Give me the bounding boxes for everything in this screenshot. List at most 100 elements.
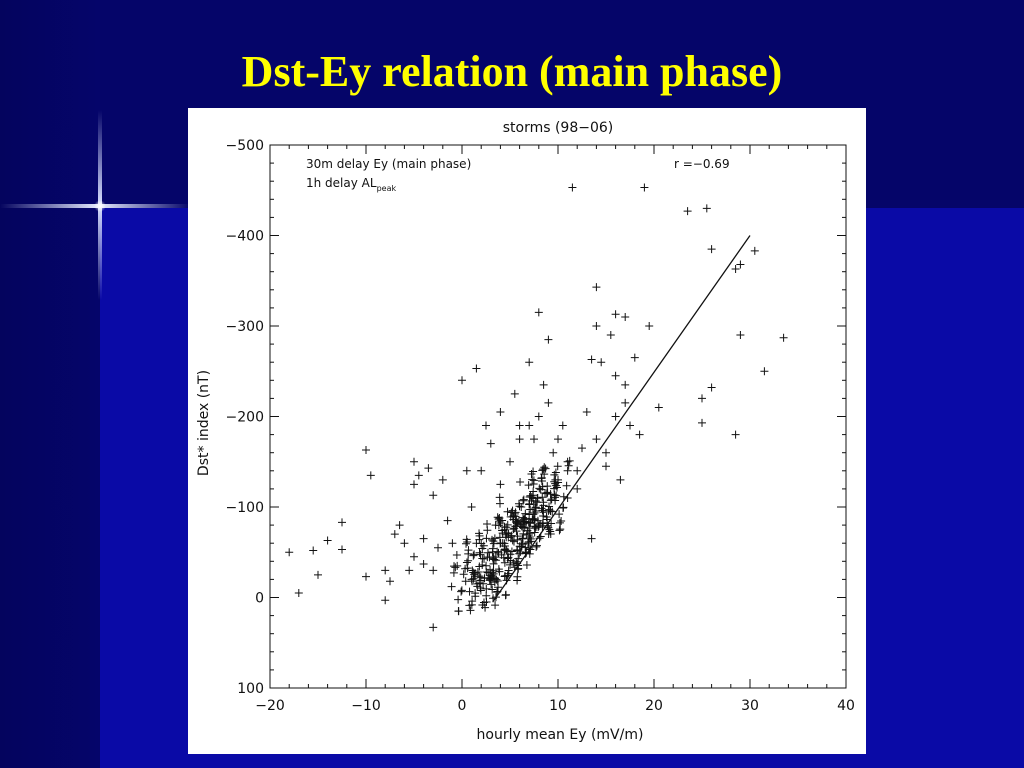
data-point — [532, 541, 541, 550]
data-point — [499, 553, 508, 562]
data-point — [454, 595, 463, 604]
y-tick-label: 0 — [255, 591, 264, 607]
data-point — [564, 461, 573, 470]
data-point — [539, 380, 548, 389]
data-point — [557, 517, 566, 526]
data-point — [491, 553, 500, 562]
data-point — [702, 204, 711, 213]
data-point — [538, 466, 547, 475]
data-point — [539, 511, 548, 520]
data-point — [534, 522, 543, 531]
data-point — [525, 532, 534, 541]
data-point — [516, 547, 525, 556]
data-point — [362, 445, 370, 454]
data-point — [542, 513, 551, 522]
data-point — [525, 500, 534, 509]
data-point — [400, 539, 409, 548]
data-point — [477, 466, 486, 475]
data-point — [523, 539, 532, 548]
data-point — [538, 493, 547, 502]
data-point — [419, 534, 428, 543]
data-point — [467, 577, 476, 586]
data-point — [507, 531, 516, 540]
data-point — [479, 598, 488, 607]
data-point — [602, 448, 610, 457]
data-point — [464, 556, 473, 565]
data-point — [477, 539, 486, 548]
data-point — [500, 558, 509, 567]
data-point — [509, 537, 518, 546]
data-point — [506, 457, 514, 466]
data-point — [285, 548, 294, 557]
data-point — [510, 389, 519, 398]
data-point — [562, 481, 571, 490]
data-point — [578, 444, 586, 453]
data-point — [626, 421, 634, 430]
data-point — [543, 489, 552, 498]
data-point — [503, 571, 512, 580]
data-point — [482, 421, 490, 430]
data-point — [381, 596, 390, 605]
data-point — [527, 537, 536, 546]
data-point — [309, 546, 318, 555]
data-point — [381, 566, 390, 575]
data-point — [507, 508, 516, 517]
data-point — [592, 283, 601, 292]
data-point — [443, 516, 452, 525]
data-point — [495, 499, 504, 508]
data-point — [731, 264, 740, 273]
data-point — [546, 496, 555, 505]
data-point — [424, 464, 433, 473]
data-point — [550, 490, 559, 499]
data-point — [551, 479, 560, 488]
data-point — [537, 473, 546, 482]
data-point — [512, 527, 521, 536]
data-point — [512, 518, 521, 527]
data-point — [555, 526, 564, 535]
data-point — [519, 523, 528, 532]
data-point — [488, 568, 497, 577]
data-point — [545, 505, 554, 514]
data-point — [485, 576, 494, 585]
data-point — [323, 536, 332, 545]
sparkle-icon — [94, 200, 106, 212]
data-point — [515, 421, 524, 430]
data-point — [468, 597, 477, 606]
data-point — [434, 543, 442, 552]
data-point — [525, 358, 534, 367]
data-point — [410, 480, 418, 489]
data-point — [519, 496, 528, 505]
data-point — [457, 587, 466, 596]
annotation-delay-al: 1h delay ALpeak — [306, 176, 396, 193]
data-point — [529, 487, 538, 496]
data-point — [366, 471, 375, 480]
data-point — [500, 525, 509, 534]
data-point — [490, 578, 499, 587]
data-point — [707, 383, 716, 392]
data-point — [521, 509, 530, 518]
data-point — [529, 494, 538, 503]
data-point — [526, 545, 535, 554]
y-axis-label: Dst* index (nT) — [196, 370, 212, 476]
data-point — [386, 577, 394, 586]
data-point — [565, 456, 574, 465]
data-point — [462, 558, 471, 567]
data-point — [458, 376, 466, 385]
data-point — [494, 548, 503, 557]
y-tick-label: 100 — [237, 681, 264, 697]
data-point — [597, 358, 606, 367]
data-point — [410, 552, 418, 561]
data-point — [563, 457, 572, 466]
slide-title: Dst-Ey relation (main phase) — [241, 47, 783, 96]
data-point — [527, 493, 536, 502]
y-tick-label: −400 — [226, 229, 264, 245]
data-point — [529, 476, 538, 485]
x-tick-label: 40 — [837, 698, 855, 714]
data-point — [482, 534, 491, 543]
scatter-points — [285, 183, 788, 632]
data-point — [475, 548, 484, 557]
data-point — [538, 482, 547, 491]
data-point — [530, 435, 538, 444]
data-point — [508, 536, 517, 545]
data-point — [338, 518, 346, 527]
